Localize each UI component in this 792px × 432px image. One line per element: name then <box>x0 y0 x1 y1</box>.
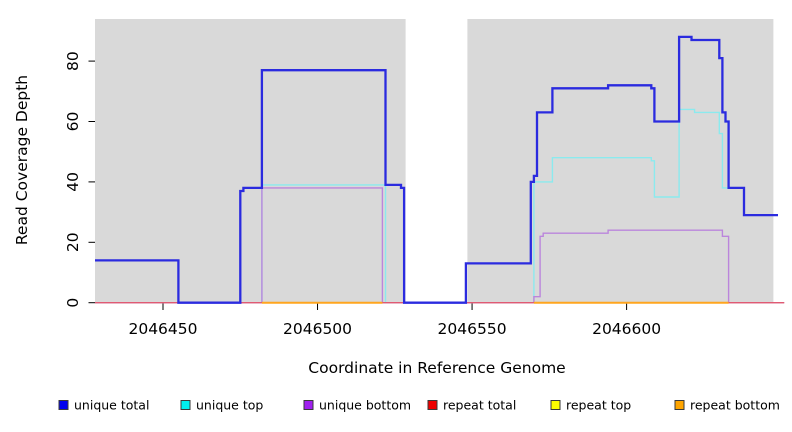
legend-label-unique-bottom: unique bottom <box>319 398 411 413</box>
series-unique-total-line <box>95 35 778 304</box>
legend-swatch-unique-total <box>58 400 69 410</box>
x-axis-title: Coordinate in Reference Genome <box>308 359 565 377</box>
legend-swatch-repeat-bottom <box>674 400 685 410</box>
legend-swatch-unique-bottom <box>303 400 314 410</box>
y-tick-label: 20 <box>64 232 82 252</box>
y-axis-title: Read Coverage Depth <box>13 75 31 245</box>
legend-label-unique-total: unique total <box>74 398 149 413</box>
shaded-region-1 <box>95 19 406 303</box>
legend-label-unique-top: unique top <box>196 398 263 413</box>
legend-label-repeat-total: repeat total <box>443 398 516 413</box>
series-unique-bottom-line <box>95 187 785 304</box>
legend-label-repeat-top: repeat top <box>566 398 631 413</box>
x-tick-label: 2046500 <box>283 320 352 338</box>
x-tick-label: 2046550 <box>438 320 507 338</box>
legend-swatch-repeat-top <box>550 400 561 410</box>
legend-swatch-repeat-total <box>427 400 438 410</box>
series-unique-top-line <box>95 108 778 304</box>
y-tick-label: 60 <box>64 112 82 132</box>
legend-label-repeat-bottom: repeat bottom <box>690 398 780 413</box>
x-tick-label: 2046450 <box>128 320 197 338</box>
legend-swatch-unique-top <box>180 400 191 410</box>
y-tick-label: 0 <box>64 298 82 308</box>
y-tick-label: 80 <box>64 51 82 71</box>
x-tick-label: 2046600 <box>592 320 661 338</box>
y-tick-label: 40 <box>64 172 82 192</box>
